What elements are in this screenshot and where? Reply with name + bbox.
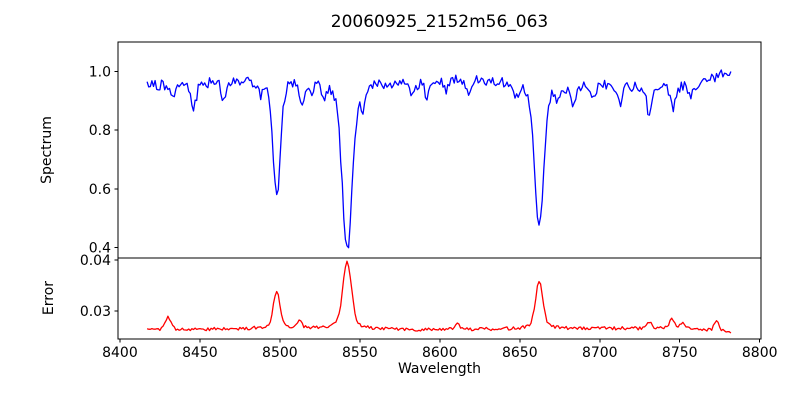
- x-tick-label: 8600: [422, 345, 458, 361]
- x-tick-label: 8750: [662, 345, 698, 361]
- error-y-tick-label: 0.03: [80, 304, 111, 320]
- spectrum-y-tick-label: 0.4: [89, 241, 111, 257]
- x-tick-label: 8700: [582, 345, 618, 361]
- spectrum-y-tick-label: 1.0: [89, 64, 111, 80]
- error-line: [146, 260, 732, 334]
- x-axis-label: Wavelength: [397, 361, 482, 377]
- x-tick-label: 8500: [262, 345, 298, 361]
- spectrum-axes-frame: [117, 41, 762, 259]
- spectrum-y-tick-label: 0.6: [89, 182, 111, 198]
- spectrum-y-tick-label: 0.8: [89, 123, 111, 139]
- error-y-tick-label: 0.04: [80, 253, 111, 269]
- x-tick-label: 8650: [502, 345, 538, 361]
- x-tick-label: 8450: [182, 345, 218, 361]
- x-tick-label: 8550: [342, 345, 378, 361]
- x-tick-label: 8400: [102, 345, 138, 361]
- spectrum-line: [146, 69, 732, 249]
- x-tick-label: 8800: [742, 345, 778, 361]
- chart-title: 20060925_2152m56_063: [330, 12, 549, 32]
